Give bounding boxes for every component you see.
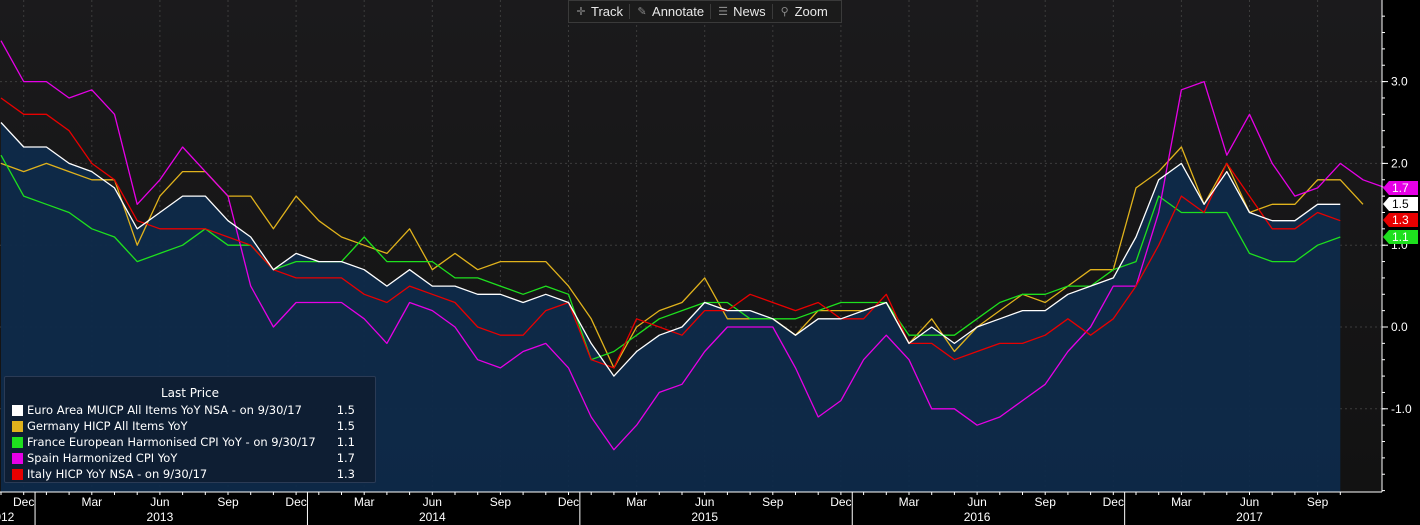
x-month-label: Jun <box>695 495 714 509</box>
y-tick-label: 2.0 <box>1391 156 1408 170</box>
x-year-label: 2017 <box>1236 510 1263 524</box>
series-layer <box>0 40 1386 451</box>
legend-series-value: 1.7 <box>336 451 355 465</box>
x-month-label: Mar <box>626 495 647 509</box>
legend-panel: Last Price Euro Area MUICP All Items YoY… <box>4 376 376 483</box>
pencil-icon: ✎ <box>637 6 647 18</box>
x-year-label: 2016 <box>964 510 991 524</box>
legend-row-euro-area[interactable]: Euro Area MUICP All Items YoY NSA - on 9… <box>5 402 375 418</box>
last-value-tag-bg <box>1383 181 1418 195</box>
last-value-tag-label: 1.3 <box>1392 213 1409 227</box>
legend-row-spain[interactable]: Spain Harmonized CPI YoY 1.7 <box>5 450 375 466</box>
annotate-label: Annotate <box>652 4 705 19</box>
legend-swatch <box>12 420 23 432</box>
x-year-label: 2015 <box>691 510 718 524</box>
zoom-label: Zoom <box>794 4 828 19</box>
legend-swatch <box>12 404 23 416</box>
track-label: Track <box>591 4 624 19</box>
x-month-label: Jun <box>1240 495 1259 509</box>
last-value-tags: 1.7 1.5 1.3 1.1 <box>1383 181 1418 244</box>
x-month-label: Mar <box>1171 495 1192 509</box>
y-tick-label: 3.0 <box>1391 75 1408 89</box>
legend-series-value: 1.3 <box>336 467 355 481</box>
last-value-tag-label: 1.1 <box>1392 230 1409 244</box>
x-month-label: Mar <box>81 495 102 509</box>
x-month-label: Dec <box>285 495 306 509</box>
news-button[interactable]: ☰ News <box>711 1 772 22</box>
x-month-label: Sep <box>762 495 784 509</box>
x-month-label: Sep <box>490 495 512 509</box>
legend-swatch <box>12 452 23 464</box>
chart-toolbar: ✛ Track ✎ Annotate ☰ News ⚲ Zoom <box>568 0 842 23</box>
toolbar-divider <box>629 4 631 19</box>
x-month-label: Jun <box>150 495 169 509</box>
x-month-label: Jun <box>423 495 442 509</box>
x-month-label: Mar <box>354 495 375 509</box>
x-month-label: Sep <box>1035 495 1057 509</box>
legend-series-name: Euro Area MUICP All Items YoY NSA - on 9… <box>27 403 302 417</box>
last-value-tag-bg <box>1383 230 1418 244</box>
x-month-label: Jun <box>967 495 986 509</box>
x-year-label: 2014 <box>419 510 446 524</box>
series-line <box>0 122 1341 377</box>
magnifier-icon: ⚲ <box>780 6 789 18</box>
legend-series-name: Spain Harmonized CPI YoY <box>27 451 178 465</box>
last-value-tag: 1.5 <box>1383 197 1418 211</box>
x-month-label: Sep <box>217 495 239 509</box>
last-value-tag: 1.1 <box>1383 230 1418 244</box>
x-year-label: 2012 <box>0 510 15 524</box>
last-value-tag-bg <box>1383 213 1418 227</box>
x-month-label: Sep <box>1307 495 1329 509</box>
track-button[interactable]: ✛ Track <box>569 1 629 22</box>
x-month-label: Dec <box>13 495 34 509</box>
toolbar-divider <box>771 4 773 19</box>
x-month-label: Mar <box>899 495 920 509</box>
series-line <box>0 40 1386 451</box>
legend-row-france[interactable]: France European Harmonised CPI YoY - on … <box>5 434 375 450</box>
legend-title: Last Price <box>160 386 220 400</box>
last-value-tag-label: 1.7 <box>1392 181 1409 195</box>
legend-row-italy[interactable]: Italy HICP YoY NSA - on 9/30/17 1.3 <box>5 466 375 482</box>
x-month-label: Dec <box>1103 495 1124 509</box>
legend-swatch <box>12 436 23 448</box>
last-value-tag-label: 1.5 <box>1392 197 1409 211</box>
legend-series-value: 1.1 <box>336 435 355 449</box>
legend-swatch <box>12 468 23 480</box>
crosshair-icon: ✛ <box>576 6 586 18</box>
y-axis: -1.00.01.02.03.0 <box>1381 0 1412 492</box>
x-year-label: 2013 <box>147 510 174 524</box>
zoom-button[interactable]: ⚲ Zoom <box>773 1 834 22</box>
news-label: News <box>733 4 766 19</box>
legend-row-germany[interactable]: Germany HICP All Items YoY 1.5 <box>5 418 375 434</box>
y-tick-label: 0.0 <box>1391 320 1408 334</box>
last-value-tag-bg <box>1383 197 1418 211</box>
legend-series-name: France European Harmonised CPI YoY - on … <box>27 435 316 449</box>
last-value-tag: 1.3 <box>1383 213 1418 227</box>
last-value-tag: 1.7 <box>1383 181 1418 195</box>
toolbar-divider <box>710 4 712 19</box>
x-axis: Dec Mar Jun Sep Dec Mar Jun Sep Dec Mar Jun Sep Dec M… <box>0 491 1382 525</box>
legend-series-value: 1.5 <box>336 403 355 417</box>
series-line <box>0 154 1341 361</box>
x-month-label: Dec <box>830 495 851 509</box>
annotate-button[interactable]: ✎ Annotate <box>630 1 710 22</box>
legend-series-name: Germany HICP All Items YoY <box>27 419 188 433</box>
x-month-label: Dec <box>558 495 579 509</box>
legend-series-name: Italy HICP YoY NSA - on 9/30/17 <box>27 467 208 481</box>
news-icon: ☰ <box>718 6 729 18</box>
y-tick-label: -1.0 <box>1391 402 1412 416</box>
legend-series-value: 1.5 <box>336 419 355 433</box>
